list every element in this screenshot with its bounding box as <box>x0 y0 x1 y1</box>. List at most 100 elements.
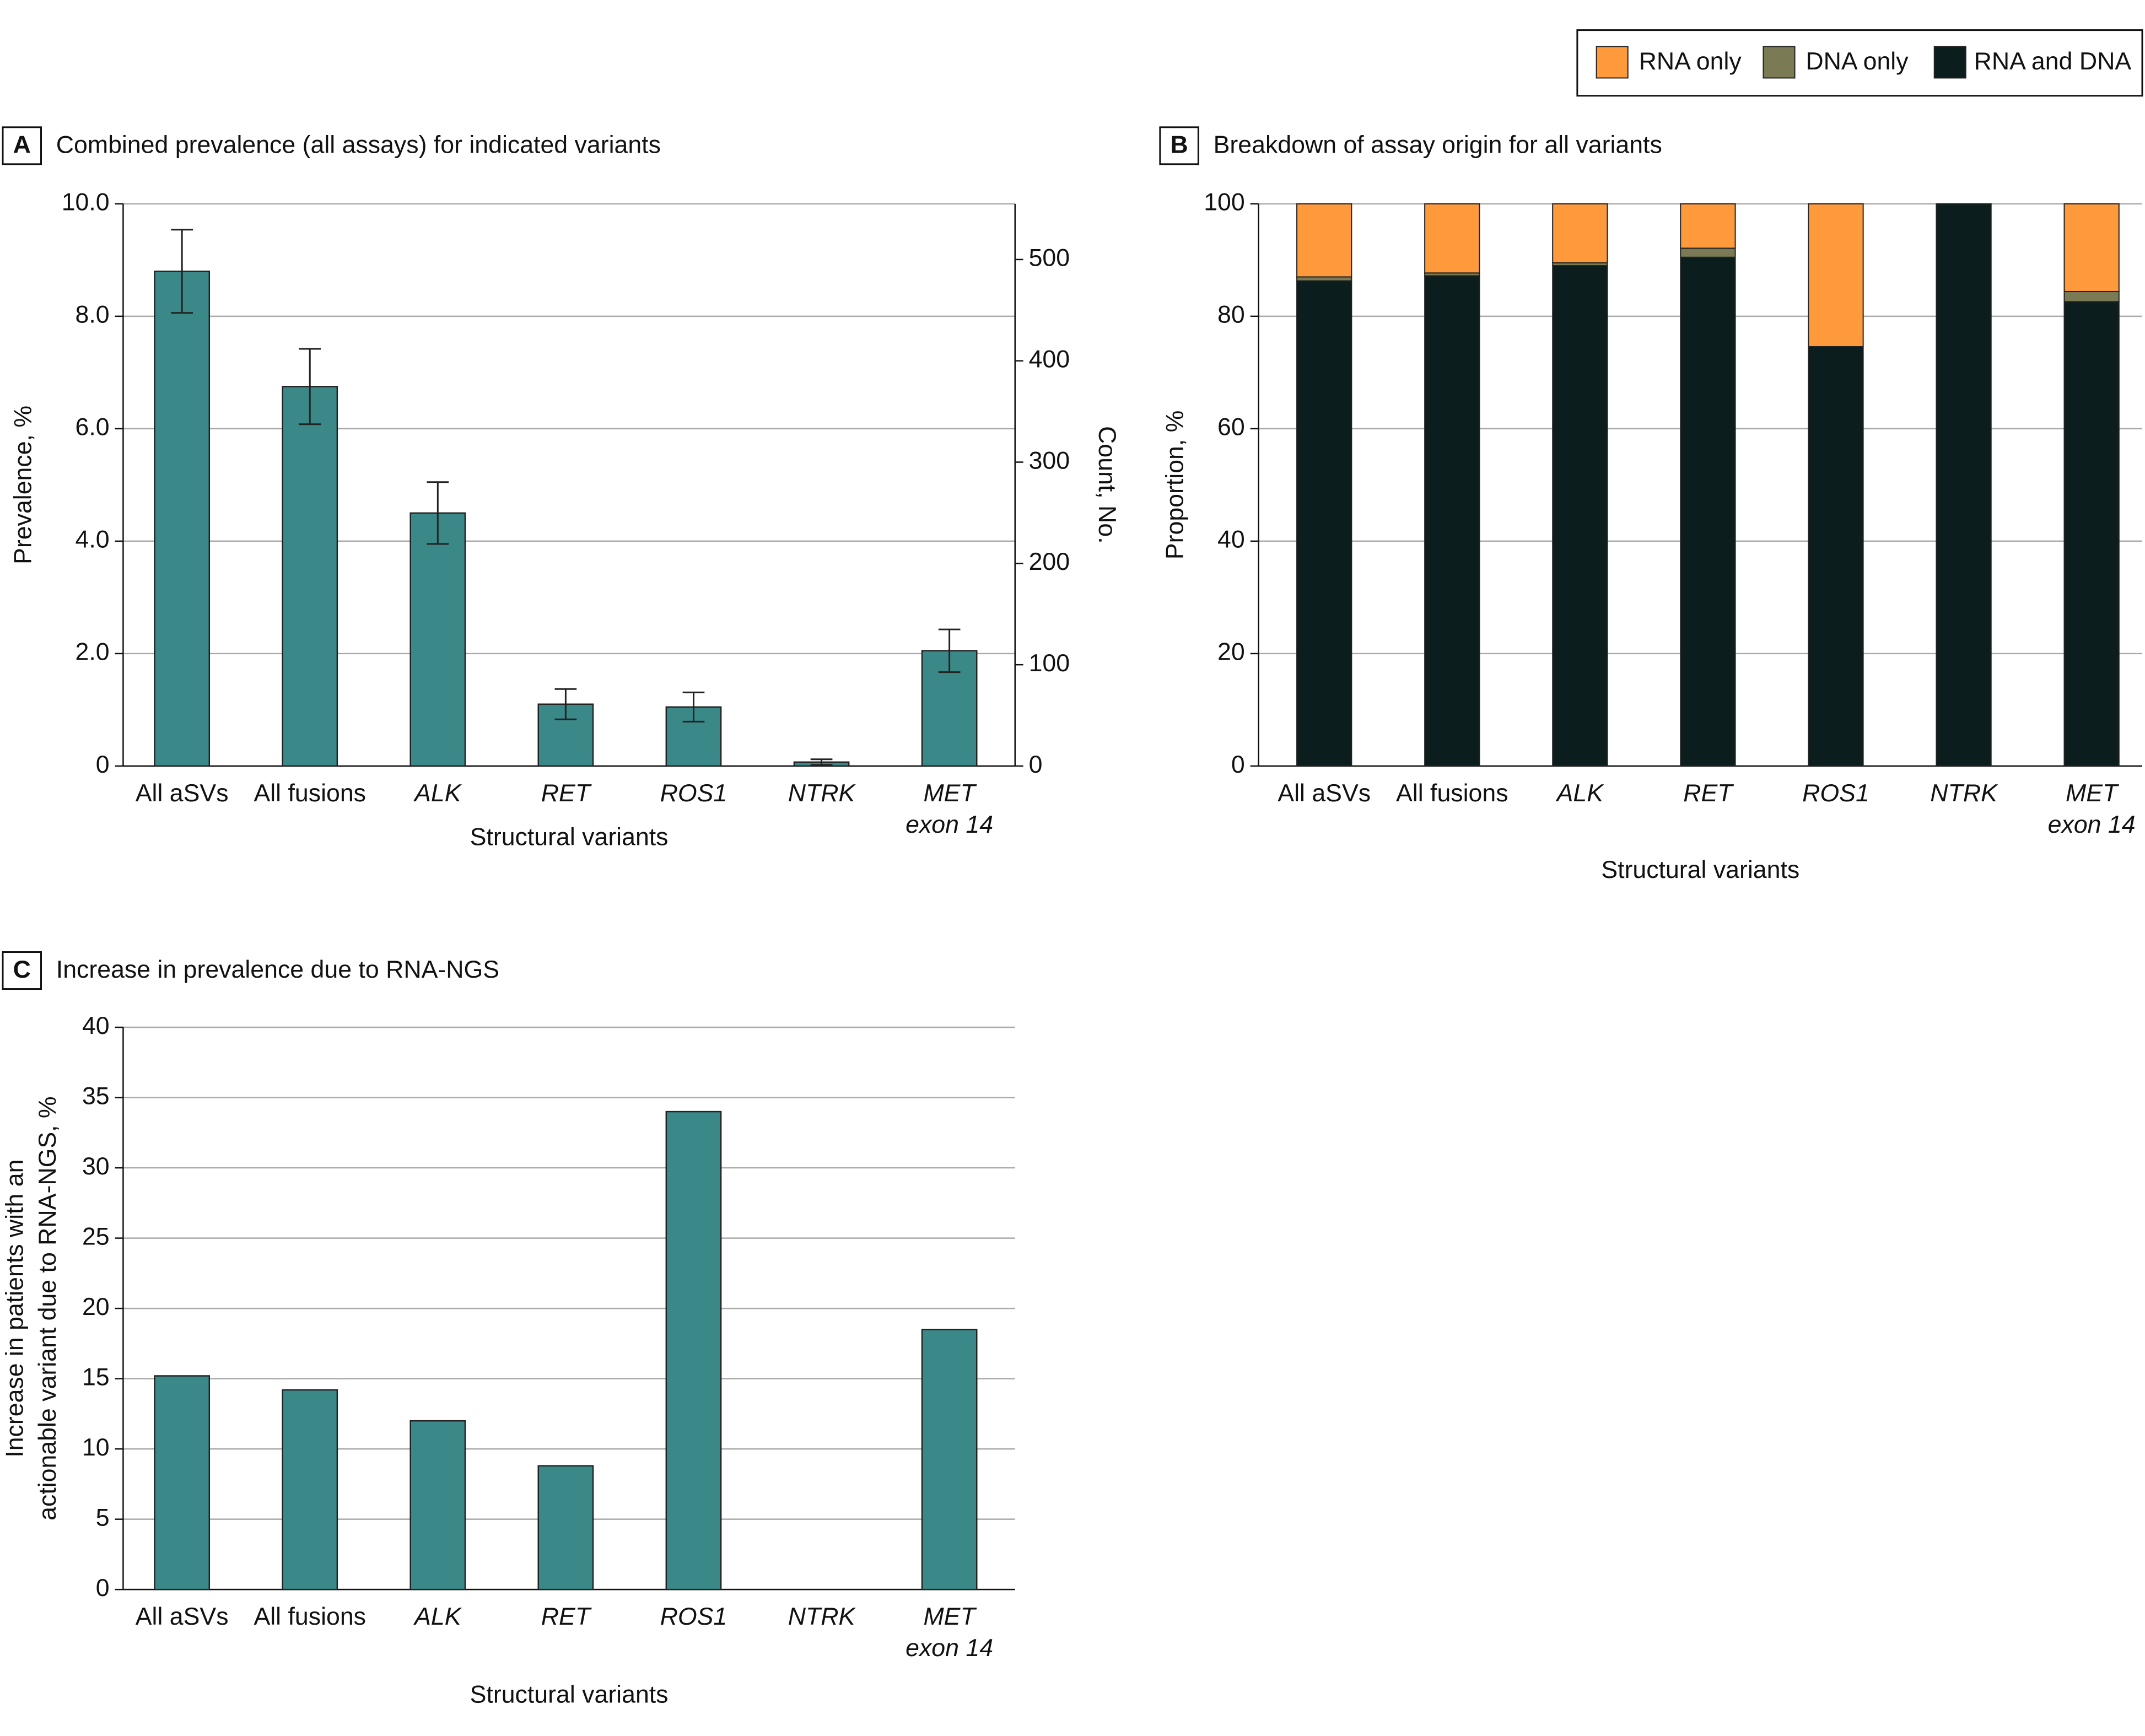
y-tick-label: 6.0 <box>76 414 110 441</box>
y-tick-label: 0 <box>96 1575 110 1602</box>
x-axis-label: Structural variants <box>470 823 669 850</box>
x-tick-label: ROS1 <box>660 780 727 807</box>
x-tick-label: RET <box>541 1603 592 1630</box>
legend-label: RNA and DNA <box>1974 48 2132 75</box>
y-tick-label: 20 <box>1217 639 1245 666</box>
y-tick-label: 30 <box>82 1153 110 1180</box>
x-tick-label: MET <box>2066 780 2119 807</box>
y-tick-label: 8.0 <box>76 301 110 328</box>
x-tick-label: ROS1 <box>660 1603 727 1630</box>
x-tick-label: exon 14 <box>2048 811 2136 838</box>
x-tick-label: All aSVs <box>136 780 229 807</box>
x-tick-label: NTRK <box>788 780 856 807</box>
panel-box <box>1159 126 1199 165</box>
bar-segment <box>1936 203 1992 767</box>
x-tick-label: MET <box>923 780 977 807</box>
x-tick-label: ALK <box>1555 780 1605 807</box>
y2-tick-label: 0 <box>1029 751 1043 778</box>
y-tick-label: 10.0 <box>62 189 110 216</box>
bar-segment <box>1296 276 1352 282</box>
chart-title: Breakdown of assay origin for all varian… <box>1214 131 1662 158</box>
bar-segment <box>1296 280 1352 767</box>
y-tick-label: 4.0 <box>76 526 110 553</box>
y-tick-label: 35 <box>82 1082 110 1109</box>
x-tick-label: All fusions <box>1396 780 1508 807</box>
y-tick-label: 5 <box>96 1504 110 1531</box>
y2-tick-label: 400 <box>1029 346 1070 373</box>
y-tick-label: 15 <box>82 1363 110 1390</box>
chart-title: Combined prevalence (all assays) for ind… <box>56 131 661 158</box>
bar-segment <box>1552 203 1608 263</box>
y-axis-label: Prevalence, % <box>10 406 37 564</box>
bar <box>282 1389 338 1591</box>
legend-swatch <box>1763 46 1796 79</box>
y-tick-label: 0 <box>96 751 110 778</box>
bar <box>154 1375 211 1591</box>
y-tick-label: 40 <box>82 1012 110 1039</box>
bar-segment <box>1808 346 1864 767</box>
bar-segment <box>2063 203 2120 292</box>
legend-swatch <box>1596 46 1629 79</box>
y2-tick-label: 300 <box>1029 447 1070 474</box>
x-axis-label: Structural variants <box>470 1681 669 1708</box>
bar-segment <box>2063 290 2120 303</box>
bar-segment <box>1680 256 1736 767</box>
bar <box>282 386 338 767</box>
x-axis-label: Structural variants <box>1601 856 1799 883</box>
bar <box>665 1110 722 1591</box>
y-axis-label: actionable variant due to RNA-NGS, % <box>34 1096 61 1520</box>
legend-box <box>1576 29 2143 97</box>
x-tick-label: All fusions <box>254 780 366 807</box>
y2-tick-label: 100 <box>1029 650 1070 677</box>
y-axis-label: Proportion, % <box>1161 411 1188 560</box>
x-tick-label: ROS1 <box>1802 780 1869 807</box>
bar <box>154 271 211 767</box>
x-tick-label: NTRK <box>1930 780 1998 807</box>
y-tick-label: 60 <box>1217 414 1245 441</box>
bar-segment <box>1424 275 1480 767</box>
bar-segment <box>1680 247 1736 258</box>
x-tick-label: exon 14 <box>906 811 993 838</box>
bar-segment <box>2063 301 2120 767</box>
bar-segment <box>1680 203 1736 249</box>
panel-box <box>2 126 42 165</box>
y-tick-label: 10 <box>82 1434 110 1461</box>
y-tick-label: 80 <box>1217 301 1245 328</box>
panel-letter: B <box>1170 131 1188 158</box>
x-tick-label: NTRK <box>788 1603 856 1630</box>
bar <box>537 1465 594 1591</box>
x-tick-label: All aSVs <box>136 1603 229 1630</box>
bar <box>409 1420 466 1591</box>
y-tick-label: 100 <box>1204 189 1245 216</box>
legend-swatch <box>1933 46 1966 79</box>
y-tick-label: 2.0 <box>76 639 110 666</box>
bar-segment <box>1296 203 1352 278</box>
bar-segment <box>1808 203 1864 347</box>
bar-segment <box>1424 203 1480 274</box>
y-tick-label: 20 <box>82 1293 110 1320</box>
panel-letter: C <box>13 956 31 983</box>
y-tick-label: 0 <box>1231 751 1245 778</box>
x-tick-label: RET <box>1683 780 1734 807</box>
legend-label: RNA only <box>1639 48 1742 75</box>
y2-axis-label: Count, No. <box>1093 426 1120 543</box>
x-tick-label: All aSVs <box>1278 780 1371 807</box>
x-tick-label: All fusions <box>254 1603 366 1630</box>
bar-segment <box>1552 265 1608 767</box>
y-tick-label: 40 <box>1217 526 1245 553</box>
x-tick-label: ALK <box>413 1603 462 1630</box>
y2-tick-label: 500 <box>1029 245 1070 272</box>
chart-title: Increase in prevalence due to RNA-NGS <box>56 956 499 983</box>
bar <box>409 512 466 767</box>
bar <box>921 1329 978 1591</box>
x-tick-label: ALK <box>413 780 462 807</box>
y2-tick-label: 200 <box>1029 548 1070 575</box>
x-tick-label: exon 14 <box>906 1635 993 1662</box>
legend-label: DNA only <box>1806 48 1909 75</box>
y-tick-label: 25 <box>82 1223 110 1250</box>
x-tick-label: RET <box>541 780 592 807</box>
panel-letter: A <box>13 131 31 158</box>
x-tick-label: MET <box>923 1603 977 1630</box>
